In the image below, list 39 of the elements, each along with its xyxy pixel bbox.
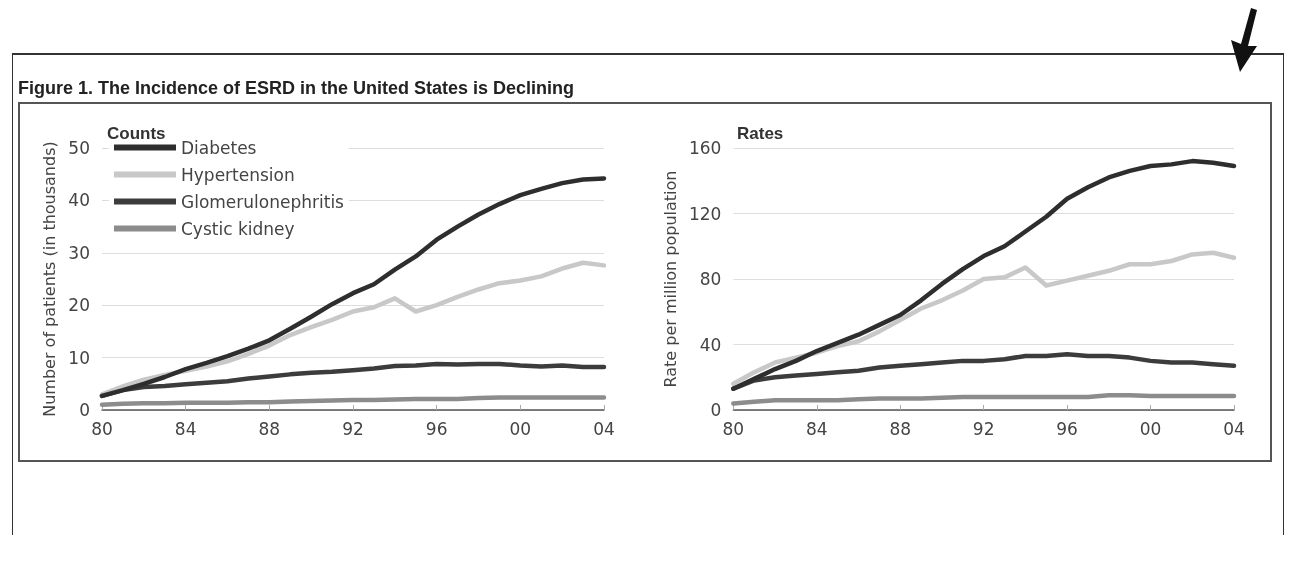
y-tick-label: 0 bbox=[710, 400, 722, 420]
line-series bbox=[731, 393, 1237, 406]
y-tick-label: 0 bbox=[79, 400, 90, 420]
y-tick-label: 40 bbox=[699, 334, 722, 355]
legend-label: Glomerulonephritis bbox=[181, 191, 345, 212]
chart-title: Rates bbox=[737, 124, 784, 143]
chart-subtitle: Counts bbox=[107, 124, 166, 143]
chart-title: Figure 1. The Incidence of ESRD in the United States is Declining bbox=[18, 78, 575, 99]
x-tick-label: 04 bbox=[593, 418, 615, 439]
legend-label: Cystic kidney bbox=[181, 218, 295, 239]
x-tick-label: 04 bbox=[1223, 418, 1245, 439]
line-series bbox=[731, 158, 1237, 391]
line-series bbox=[99, 260, 607, 397]
y-tick-label: 120 bbox=[688, 203, 722, 224]
x-tick-label: 88 bbox=[889, 418, 912, 439]
line-series bbox=[731, 250, 1237, 387]
y-tick-label: 10 bbox=[68, 347, 90, 368]
y-tick-label: 20 bbox=[68, 295, 90, 316]
x-tick-label: 80 bbox=[91, 418, 113, 439]
legend-label: Hypertension bbox=[181, 164, 295, 185]
x-tick-label: 92 bbox=[972, 418, 995, 439]
x-tick-label: 00 bbox=[1139, 418, 1162, 439]
x-tick-label: 96 bbox=[425, 418, 448, 439]
x-tick-label: 00 bbox=[509, 418, 532, 439]
y-axis-title: Rate per million population bbox=[660, 170, 680, 388]
x-tick-label: 88 bbox=[258, 418, 281, 439]
y-axis-title: Number of patients (in thousands) bbox=[39, 141, 59, 417]
y-tick-label: 40 bbox=[68, 190, 90, 211]
x-tick-label: 84 bbox=[805, 418, 828, 439]
y-tick-label: 80 bbox=[699, 269, 722, 289]
y-tick-label: 30 bbox=[68, 242, 90, 263]
legend-label: Diabetes bbox=[181, 137, 257, 158]
x-tick-label: 96 bbox=[1056, 418, 1078, 439]
line-series bbox=[99, 395, 607, 408]
y-tick-label: 160 bbox=[688, 138, 722, 158]
x-tick-label: 84 bbox=[174, 418, 197, 439]
x-tick-label: 92 bbox=[342, 418, 364, 439]
y-tick-label: 50 bbox=[68, 138, 90, 158]
x-tick-label: 80 bbox=[722, 418, 745, 439]
